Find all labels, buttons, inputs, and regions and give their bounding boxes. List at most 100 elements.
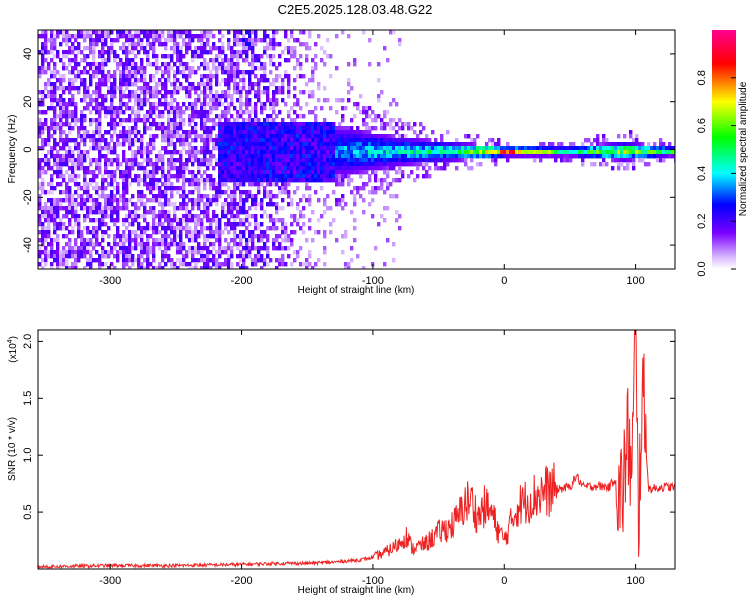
spectrogram-cell	[92, 210, 96, 215]
spectrogram-cell	[206, 74, 210, 79]
spectrogram-cell	[257, 226, 261, 231]
spectrogram-cell	[56, 234, 60, 239]
spectrogram-cell	[290, 262, 294, 267]
spectrogram-cell	[368, 62, 372, 67]
spectrogram-cell	[251, 202, 255, 207]
spectrogram-cell	[185, 162, 189, 167]
spectrogram-cell	[110, 110, 114, 115]
spectrogram-cell	[113, 58, 117, 63]
spectrogram-cell	[230, 130, 234, 135]
spectrogram-cell	[479, 146, 483, 151]
spectrogram-cell	[446, 162, 450, 167]
spectrogram-cell	[308, 30, 312, 35]
spectrogram-cell	[653, 150, 657, 155]
spectrogram-cell	[230, 210, 234, 215]
spectrogram-cell	[230, 190, 234, 195]
spectrogram-cell	[482, 146, 486, 151]
spectrogram-cell	[182, 182, 186, 187]
spectrogram-cell	[266, 238, 270, 243]
spectrogram-cell	[113, 38, 117, 43]
spectrogram-cell	[257, 54, 261, 59]
spectrogram-cell	[125, 178, 129, 183]
spectrogram-cell	[245, 54, 249, 59]
spectrogram-cell	[83, 134, 87, 139]
spectrogram-cell	[203, 210, 207, 215]
spectrogram-cell	[143, 250, 147, 255]
spectrogram-cell	[230, 170, 234, 175]
spectrogram-cell	[269, 114, 273, 119]
spectrogram-cell	[71, 202, 75, 207]
spectrogram-cell	[278, 42, 282, 47]
spectrogram-cell	[128, 166, 132, 171]
spectrogram-cell	[170, 82, 174, 87]
spectrogram-cell	[53, 110, 57, 115]
spectrogram-cell	[146, 174, 150, 179]
spectrogram-cell	[203, 46, 207, 51]
spectrogram-cell	[347, 178, 351, 183]
spectrogram-cell	[113, 206, 117, 211]
spectrogram-cell	[245, 162, 249, 167]
spectrogram-cell	[260, 202, 264, 207]
spectrogram-cell	[68, 210, 72, 215]
spectrogram-cell	[344, 174, 348, 179]
spectrogram-cell	[131, 62, 135, 67]
spectrogram-cell	[308, 186, 312, 191]
spectrogram-cell	[281, 50, 285, 55]
spectrogram-cell	[149, 146, 153, 151]
spectrogram-cell	[176, 258, 180, 263]
spectrogram-cell	[89, 146, 93, 151]
spectrogram-cell	[59, 190, 63, 195]
spectrogram-cell	[170, 190, 174, 195]
spectrogram-cell	[71, 198, 75, 203]
spectrogram-cell	[284, 230, 288, 235]
spectrogram-cell	[71, 230, 75, 235]
spectrogram-cell	[86, 182, 90, 187]
spectrogram-cell	[371, 134, 375, 139]
spectrogram-cell	[134, 230, 138, 235]
spectrogram-cell	[80, 234, 84, 239]
spectrogram-cell	[623, 154, 627, 159]
spectrogram-cell	[284, 158, 288, 163]
spectrogram-cell	[590, 162, 594, 167]
spectrogram-cell	[416, 158, 420, 163]
spectrogram-cell	[455, 146, 459, 151]
spectrogram-cell	[311, 126, 315, 131]
spectrogram-cell	[56, 170, 60, 175]
spectrogram-cell	[92, 142, 96, 147]
spectrogram-cell	[248, 250, 252, 255]
spectrogram-cell	[344, 130, 348, 135]
spectrogram-cell	[128, 98, 132, 103]
spectrogram-cell	[341, 146, 345, 151]
spectrogram-cell	[446, 130, 450, 135]
spectrogram-cell	[344, 166, 348, 171]
spectrogram-cell	[155, 178, 159, 183]
spectrogram-cell	[167, 202, 171, 207]
spectrogram-cell	[293, 50, 297, 55]
spectrogram-cell	[116, 54, 120, 59]
spectrogram-cell	[266, 130, 270, 135]
spectrogram-cell	[170, 262, 174, 267]
spectrogram-cell	[602, 158, 606, 163]
spectrogram-cell	[155, 158, 159, 163]
spectrogram-cell	[236, 166, 240, 171]
spectrogram-cell	[167, 122, 171, 127]
spectrogram-cell	[638, 142, 642, 147]
spectrogram-cell	[260, 258, 264, 263]
spectrogram-cell	[170, 154, 174, 159]
spectrogram-cell	[212, 42, 216, 47]
spectrogram-cell	[362, 162, 366, 167]
spectrogram-cell	[92, 30, 96, 35]
spectrogram-cell	[38, 158, 42, 163]
spectrogram-cell	[95, 94, 99, 99]
spectrogram-cell	[89, 138, 93, 143]
spectrogram-cell	[248, 194, 252, 199]
spectrogram-cell	[239, 166, 243, 171]
spectrogram-cell	[134, 102, 138, 107]
spectrogram-cell	[176, 50, 180, 55]
spectrogram-cell	[479, 150, 483, 155]
spectrogram-cell	[284, 178, 288, 183]
spectrogram-cell	[122, 234, 126, 239]
spectrogram-cell	[122, 250, 126, 255]
spectrogram-cell	[419, 162, 423, 167]
spectrogram-cell	[419, 122, 423, 127]
